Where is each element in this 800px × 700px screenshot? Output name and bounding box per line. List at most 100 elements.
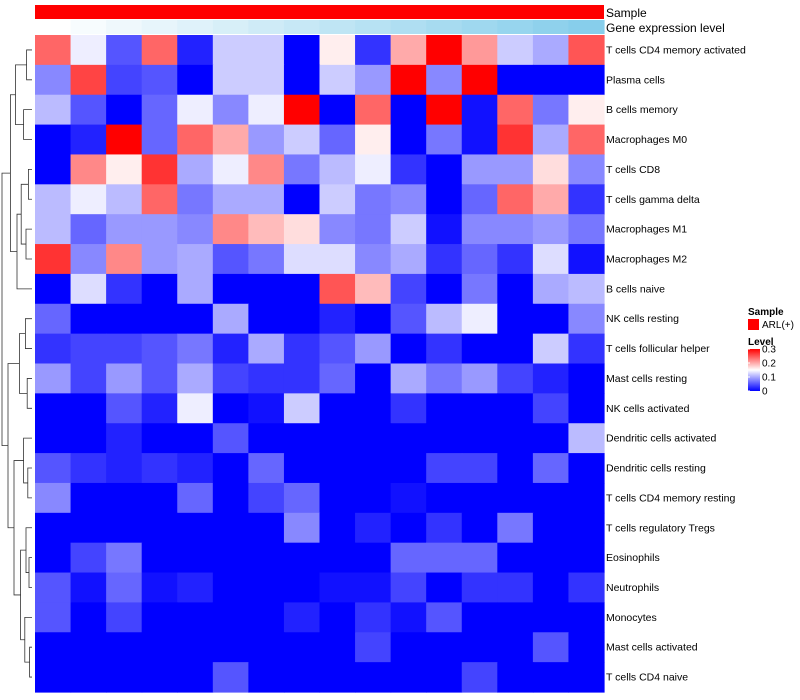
heatmap-cell	[390, 154, 427, 185]
heatmap-cell	[283, 602, 321, 633]
dendrogram-branch	[1, 172, 11, 447]
heatmap-cell	[426, 453, 463, 484]
heatmap-cell	[319, 64, 356, 96]
heatmap-cell	[497, 244, 534, 275]
annotation-expression-cell	[212, 20, 249, 34]
row-dendrogram	[1, 49, 32, 678]
heatmap-cell	[497, 512, 534, 544]
heatmap-cell	[177, 453, 214, 484]
heatmap-cell	[568, 154, 605, 185]
heatmap-cell	[141, 632, 178, 663]
heatmap-cell	[319, 273, 356, 305]
row-label: Macrophages M0	[606, 134, 687, 146]
heatmap-cell	[461, 512, 498, 544]
heatmap-cell	[248, 423, 285, 454]
heatmap-cell	[355, 35, 392, 66]
heatmap-cell	[461, 35, 498, 66]
heatmap-cell	[141, 542, 178, 574]
row-label: T cells gamma delta	[606, 194, 700, 206]
dendrogram-branch	[23, 109, 32, 140]
heatmap-cell	[141, 35, 178, 66]
legend-tick-label: 0.3	[762, 345, 776, 356]
row-labels: T cells CD4 memory activated Plasma cells…	[606, 44, 746, 683]
heatmap-cell	[461, 333, 498, 365]
row-label: Mast cells resting	[606, 373, 687, 385]
heatmap-cell	[319, 632, 356, 663]
annotation-expression-cell	[283, 20, 321, 34]
row-label: NK cells activated	[606, 403, 690, 415]
heatmap-cell	[283, 393, 321, 424]
heatmap-cell	[497, 303, 534, 335]
heatmap-cell	[426, 273, 463, 305]
heatmap-cells	[35, 35, 605, 693]
heatmap-cell	[212, 363, 249, 394]
legend-sample-title: Sample	[748, 307, 784, 318]
legend-sample-label: ARL(+)	[762, 320, 794, 331]
heatmap-cell	[177, 512, 214, 544]
heatmap-cell	[461, 393, 498, 424]
heatmap-cell	[568, 214, 605, 245]
heatmap-cell	[497, 124, 534, 156]
heatmap-cell	[568, 303, 605, 335]
heatmap-cell	[390, 35, 427, 66]
heatmap-cell	[461, 64, 498, 96]
heatmap-cell	[390, 214, 427, 245]
heatmap-cell	[532, 244, 570, 275]
heatmap-cell	[319, 572, 356, 604]
heatmap-cell	[390, 64, 427, 96]
heatmap-cell	[319, 184, 356, 215]
heatmap-cell	[106, 303, 143, 335]
heatmap-cell	[426, 333, 463, 365]
heatmap-cell	[461, 363, 498, 394]
heatmap-cell	[283, 64, 321, 96]
heatmap-cell	[212, 542, 249, 574]
heatmap-cell	[248, 244, 285, 275]
annotation-expression-cell	[568, 20, 605, 34]
heatmap-cell	[568, 602, 605, 633]
heatmap-cell	[532, 64, 570, 96]
annotation-expression-cell	[248, 20, 285, 34]
annotation-sample-bar	[35, 5, 604, 19]
heatmap-cell	[35, 662, 72, 693]
heatmap-cell	[532, 542, 570, 574]
heatmap-cell	[106, 512, 143, 544]
heatmap-cell	[141, 184, 178, 215]
annotation-expression-cell	[355, 20, 392, 34]
heatmap-cell	[35, 94, 72, 126]
heatmap-cell	[461, 273, 498, 305]
heatmap-cell	[532, 393, 570, 424]
legend-sample-swatch	[748, 319, 759, 330]
heatmap-cell	[283, 542, 321, 574]
heatmap-cell	[177, 94, 214, 126]
heatmap-cell	[106, 214, 143, 245]
heatmap-cell	[141, 273, 178, 305]
heatmap-cell	[177, 244, 214, 275]
annotation-expression-cell	[426, 20, 463, 34]
heatmap-cell	[106, 154, 143, 185]
heatmap-cell	[532, 423, 570, 454]
heatmap-cell	[532, 453, 570, 484]
heatmap-cell	[212, 572, 249, 604]
dendrogram-branch	[28, 168, 32, 200]
dendrogram-branch	[24, 616, 32, 663]
heatmap-cell	[461, 602, 498, 633]
heatmap-cell	[497, 273, 534, 305]
heatmap-cell	[248, 602, 285, 633]
dendrogram-branch	[10, 94, 17, 252]
heatmap-cell	[532, 482, 570, 514]
dendrogram-branch	[19, 333, 28, 394]
heatmap-cell	[283, 124, 321, 156]
heatmap-cell	[390, 542, 427, 574]
heatmap-cell	[35, 303, 72, 335]
heatmap-cell	[461, 423, 498, 454]
heatmap-cell	[568, 482, 605, 514]
heatmap-cell	[461, 303, 498, 335]
dendrogram-branch	[13, 460, 24, 596]
heatmap-cell	[355, 512, 392, 544]
heatmap-cell	[106, 333, 143, 365]
heatmap-cell	[35, 512, 72, 544]
heatmap-cell	[497, 453, 534, 484]
heatmap-cell	[568, 333, 605, 365]
heatmap-cell	[497, 35, 534, 66]
heatmap-cell	[390, 482, 427, 514]
